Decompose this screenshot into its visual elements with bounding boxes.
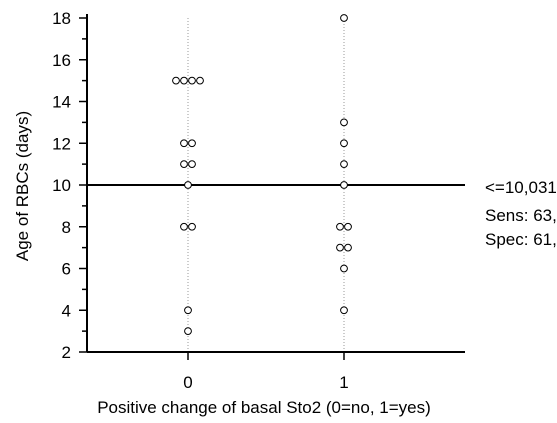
data-point [340, 181, 348, 189]
specificity-annotation: Spec: 61,5 [485, 230, 557, 249]
y-tick-label: 16 [52, 51, 71, 70]
axes [79, 14, 465, 360]
x-tick-label: 1 [339, 373, 348, 392]
data-point [188, 139, 196, 148]
y-tick-label: 12 [52, 134, 71, 153]
data-point [336, 222, 344, 231]
y-tick-label: 4 [62, 301, 71, 320]
data-point [344, 222, 352, 231]
data-point [340, 14, 348, 22]
data-point [344, 243, 352, 252]
data-point [196, 76, 204, 85]
y-tick-label: 2 [62, 343, 71, 362]
data-point [340, 118, 348, 127]
x-axis-title: Positive change of basal Sto2 (0=no, 1=y… [97, 398, 431, 417]
data-point [180, 160, 188, 169]
y-tick-label: 10 [52, 176, 71, 195]
data-point [180, 76, 188, 85]
sensitivity-annotation: Sens: 63,6 [485, 206, 557, 225]
y-tick-label: 6 [62, 260, 71, 279]
data-point [180, 139, 188, 148]
data-point [188, 160, 196, 169]
data-point [184, 181, 192, 189]
tick-labels: 2 4 6 8 10 12 14 16 18 0 1 [52, 9, 349, 392]
data-point [172, 76, 180, 85]
y-tick-label: 18 [52, 9, 71, 28]
data-point [340, 139, 348, 148]
data-point [340, 306, 348, 315]
cutoff-annotation: <=10,0318 [485, 178, 557, 197]
data-point [340, 160, 348, 169]
x-tick-label: 0 [183, 373, 192, 392]
data-point [188, 76, 196, 85]
y-axis-title: Age of RBCs (days) [13, 111, 32, 261]
data-point [184, 327, 192, 336]
y-tick-label: 8 [62, 218, 71, 237]
data-point [184, 306, 192, 315]
data-point [336, 243, 344, 252]
data-point [188, 222, 196, 231]
y-tick-label: 14 [52, 93, 71, 112]
data-point [340, 264, 348, 273]
data-points [172, 14, 352, 336]
data-point [180, 222, 188, 231]
